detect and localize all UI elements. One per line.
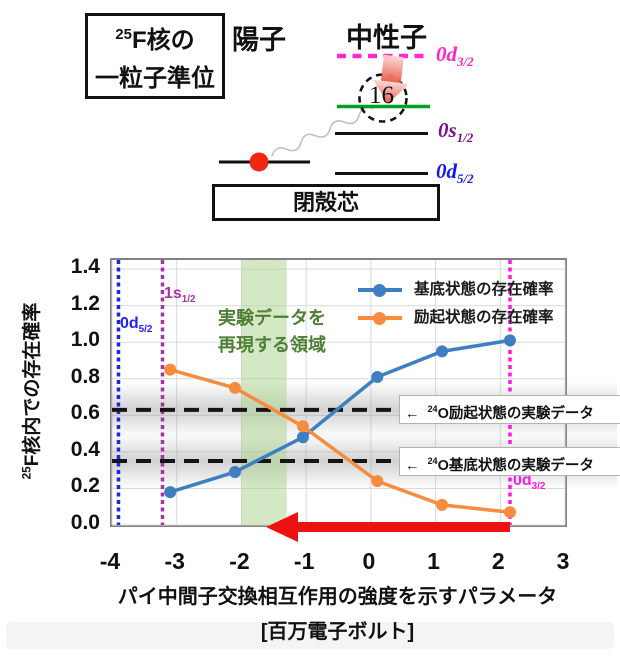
- level-label-0d52: 0d5/2: [436, 159, 474, 187]
- closed-shell-core-label: 閉殻芯: [292, 190, 359, 215]
- data-point: [436, 498, 449, 511]
- data-point: [296, 420, 309, 433]
- data-point: [296, 431, 309, 444]
- legend-marker-ground-state: [358, 283, 402, 297]
- annotation-ground-exp-data: ← 24O基底状態の実験データ: [399, 447, 620, 476]
- legend: 基底状態の存在確率 励起状態の存在確率: [358, 276, 554, 332]
- y-tick-label: 1.2: [70, 291, 100, 315]
- green-band-label: 実験データを 再現する領域: [218, 308, 326, 355]
- x-tick-label: 3: [556, 548, 570, 574]
- closed-shell-core-box: 閉殻芯: [212, 184, 440, 221]
- probability-chart: 25F核内での存在確率 基底状態の存在確率 励起状態の存在確率 実験データを 再…: [0, 240, 620, 660]
- data-point: [503, 334, 516, 347]
- x-tick-label: -3: [164, 548, 185, 574]
- x-tick-label: 0: [362, 548, 376, 574]
- level-label-0d32: 0d3/2: [436, 42, 474, 70]
- data-point: [164, 486, 177, 499]
- legend-item-ground-state: 基底状態の存在確率: [358, 276, 554, 304]
- diagram-title-box: 25F核の 一粒子準位: [85, 13, 225, 99]
- occupancy-number: 16: [369, 82, 394, 109]
- y-tick-label: 0.2: [70, 474, 100, 498]
- pion-exchange-wavy-line: [271, 106, 374, 157]
- y-tick-label: 0.6: [70, 401, 100, 425]
- data-point: [228, 381, 241, 394]
- vline-label-0d52: 0d5/2: [120, 315, 153, 336]
- plot-area: 基底状態の存在確率 励起状態の存在確率 実験データを 再現する領域 0d5/2 …: [110, 258, 620, 542]
- y-tick-label: 1.0: [70, 328, 100, 352]
- diagram-title-line1: 25F核の: [115, 27, 195, 54]
- y-tick-label: 0.4: [70, 437, 100, 461]
- data-point: [371, 370, 384, 383]
- proton-column-label: 陽子: [232, 25, 286, 55]
- level-lowering-arrow: [372, 54, 409, 104]
- data-point: [436, 345, 449, 358]
- vline-label-0d32: 0d3/2: [513, 472, 546, 493]
- y-tick-label: 0.8: [70, 364, 100, 388]
- data-point: [371, 475, 384, 488]
- x-axis-label-line2: [百万電子ボルト]: [260, 621, 415, 643]
- x-tick-label: -2: [229, 548, 250, 574]
- series-line: [169, 367, 511, 514]
- data-point: [164, 363, 177, 376]
- occupancy-dashed-circle: [358, 73, 408, 123]
- green-reproduction-band: [241, 260, 287, 525]
- proton-dot: [249, 152, 269, 172]
- x-tick-label: -1: [293, 548, 315, 574]
- annotation-excited-exp-data: ← 24O励起状態の実験データ: [399, 395, 620, 424]
- neutron-column-label: 中性子: [346, 23, 427, 53]
- y-tick-label: 1.4: [70, 255, 100, 279]
- legend-label-excited-state: 励起状態の存在確率: [414, 309, 554, 326]
- y-tick-label: 0.0: [70, 511, 100, 534]
- x-tick-label: 1: [427, 548, 440, 574]
- data-point: [228, 466, 241, 478]
- x-tick-label: -4: [99, 548, 121, 574]
- series-line: [169, 338, 511, 494]
- data-point: [503, 506, 516, 519]
- legend-marker-excited-state: [358, 311, 402, 325]
- plot-canvas: [111, 260, 617, 542]
- legend-item-excited-state: 励起状態の存在確率: [358, 304, 554, 332]
- diagram-title-line2: 一粒子準位: [95, 65, 215, 92]
- x-axis-label-line1: パイ中間子交換相互作用の強度を示すパラメータ: [117, 586, 558, 608]
- bottom-strip: [6, 622, 614, 649]
- red-arrow-head: [266, 512, 299, 542]
- level-diagram-graphics: [219, 53, 430, 175]
- x-tick-label: 2: [491, 548, 505, 574]
- vline-label-1s12: 1s1/2: [164, 285, 196, 306]
- single-particle-level-diagram: 25F核の 一粒子準位 陽子 中性子 16 0d3/2 0s1/2 0d5/2 …: [0, 0, 620, 240]
- legend-label-ground-state: 基底状態の存在確率: [414, 281, 554, 298]
- level-label-0s12: 0s1/2: [438, 118, 474, 146]
